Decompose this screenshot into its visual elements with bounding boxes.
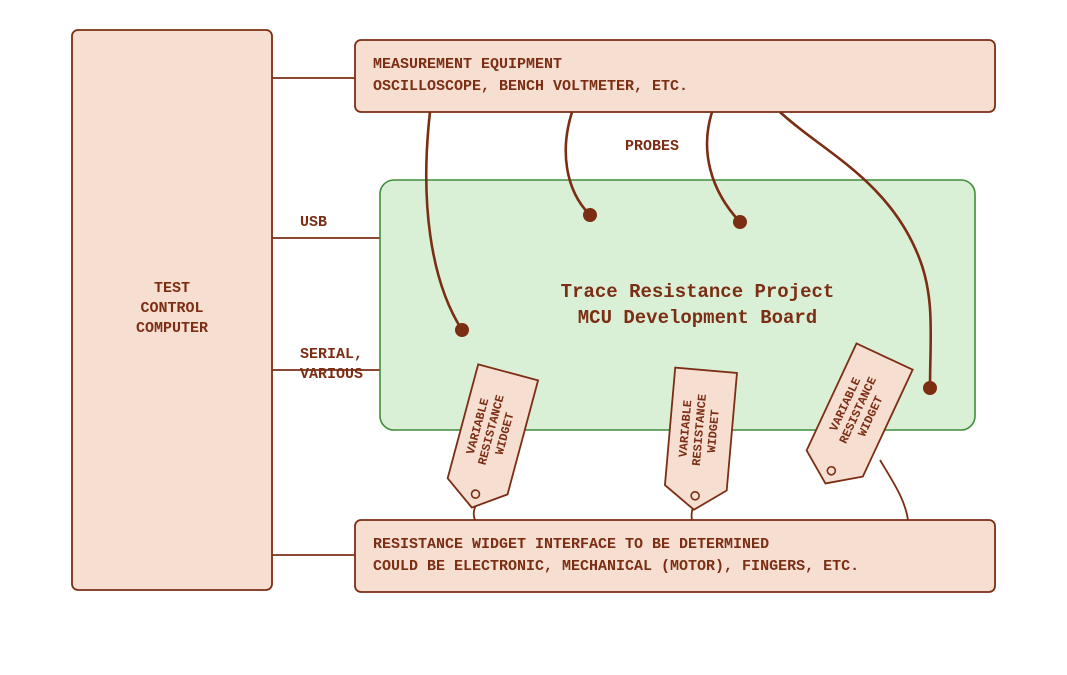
- measurement-equipment-box: MEASUREMENT EQUIPMENTOSCILLOSCOPE, BENCH…: [355, 40, 995, 112]
- probe-dot-2: [733, 215, 747, 229]
- probes-label: PROBES: [625, 138, 679, 155]
- usb-edge-label: USB: [300, 214, 327, 231]
- probe-dot-1: [583, 208, 597, 222]
- widget-wire-2: [880, 460, 908, 520]
- serial-edge-label: SERIAL,: [300, 346, 363, 363]
- resistance-interface-box: RESISTANCE WIDGET INTERFACE TO BE DETERM…: [355, 520, 995, 592]
- probe-dot-3: [923, 381, 937, 395]
- probe-dot-0: [455, 323, 469, 337]
- variable-resistance-widget-1: VARIABLERESISTANCEWIDGET: [663, 368, 737, 513]
- test-control-computer-box: TESTCONTROLCOMPUTER: [72, 30, 272, 590]
- various-edge-label: VARIOUS: [300, 366, 363, 383]
